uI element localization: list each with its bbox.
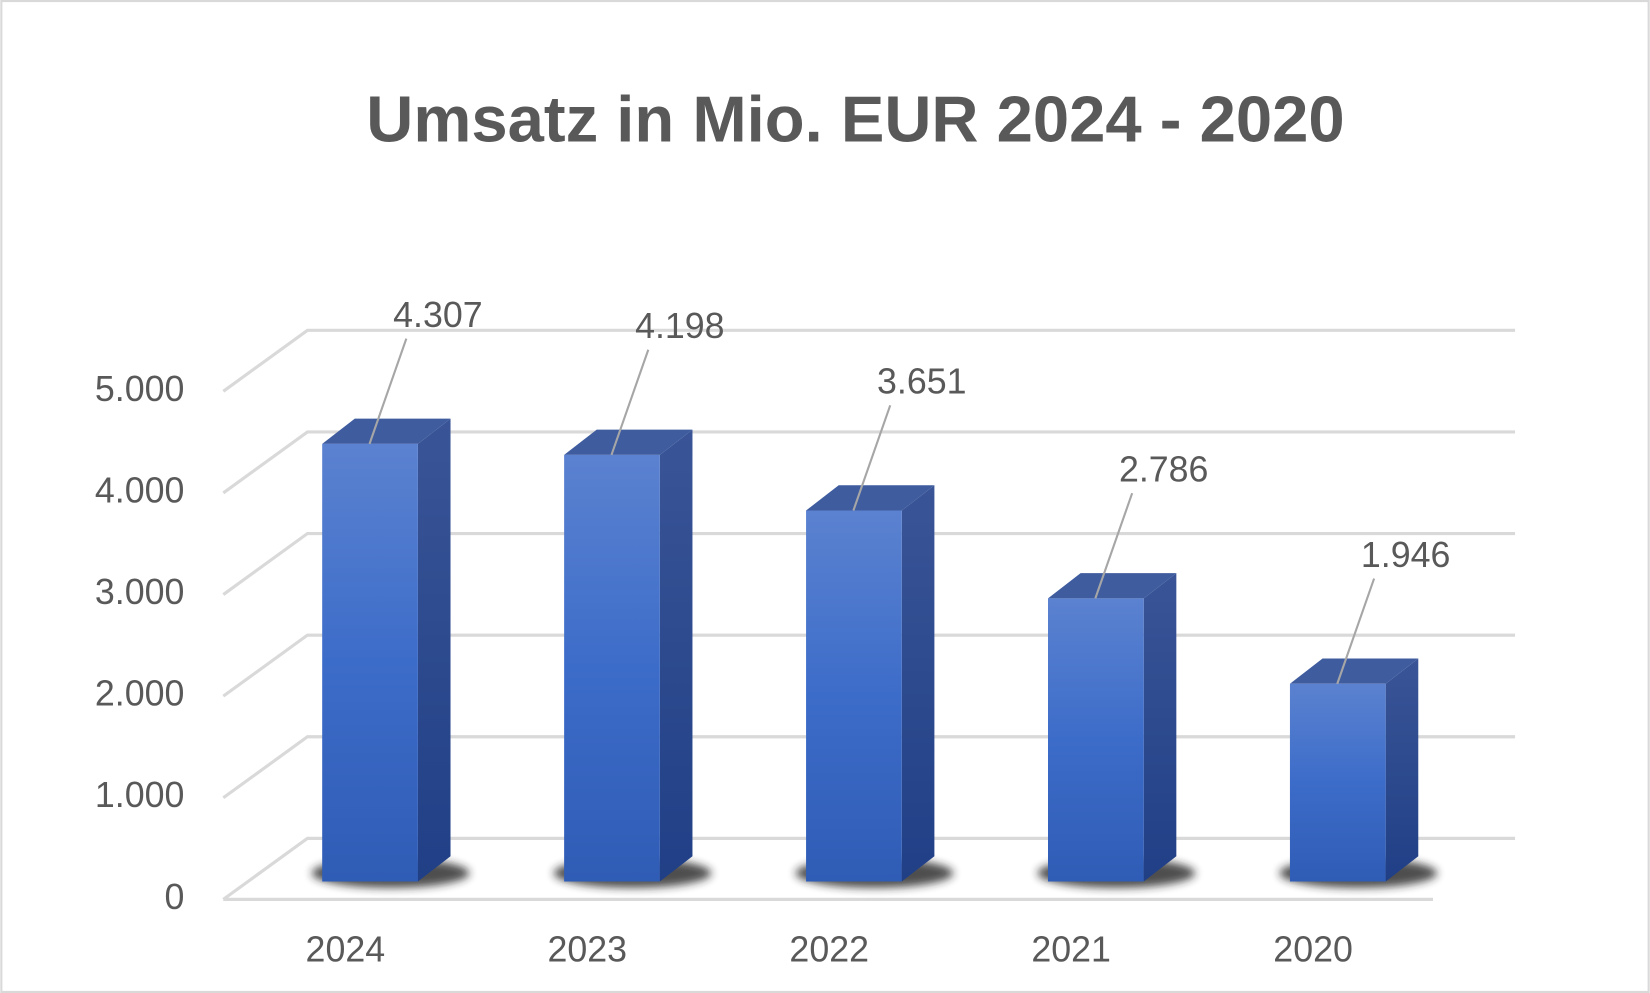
bar-top xyxy=(322,418,451,444)
grid-line xyxy=(222,328,1516,393)
leader-line xyxy=(610,349,650,456)
x-tick-label: 2024 xyxy=(306,929,386,969)
y-tick-label: 2.000 xyxy=(95,674,184,714)
leader-line xyxy=(368,338,408,445)
bar xyxy=(322,443,418,882)
bars: 2024 4.307 2023 4.198 2022 3.651 2021 2.786 2020… xyxy=(306,295,1451,969)
y-tick-label: 5.000 xyxy=(95,369,184,409)
bar-side xyxy=(1143,573,1177,882)
data-label: 4.198 xyxy=(635,306,724,346)
y-tick-label: 4.000 xyxy=(95,470,184,510)
leader-line xyxy=(1336,578,1376,685)
bar-side xyxy=(901,485,935,882)
x-tick-label: 2023 xyxy=(548,929,628,969)
bar-side xyxy=(659,429,693,882)
chart-title: Umsatz in Mio. EUR 2024 - 2020 xyxy=(366,82,1344,155)
bar-top xyxy=(564,429,693,455)
bar xyxy=(806,510,902,882)
x-tick-label: 2020 xyxy=(1273,929,1353,969)
bar xyxy=(564,454,660,882)
data-label: 4.307 xyxy=(393,295,482,335)
y-tick-label: 3.000 xyxy=(95,572,184,612)
bar xyxy=(1048,598,1144,882)
data-label: 2.786 xyxy=(1119,450,1208,490)
data-label: 1.946 xyxy=(1361,535,1450,575)
leader-line xyxy=(1094,492,1134,599)
bar-side xyxy=(1385,658,1419,882)
bar-top xyxy=(1048,573,1177,599)
grid-line xyxy=(222,531,1516,596)
bar-top xyxy=(806,485,935,511)
x-tick-label: 2021 xyxy=(1031,929,1111,969)
bar xyxy=(1289,683,1386,882)
bar-top xyxy=(1289,658,1419,684)
grid-line xyxy=(222,430,1516,495)
leader-line xyxy=(852,404,892,511)
x-tick-label: 2022 xyxy=(789,929,869,969)
y-tick-label: 0 xyxy=(164,877,184,917)
grid: 0 1.000 2.000 3.000 4.000 5.000 xyxy=(95,328,1516,917)
data-label: 3.651 xyxy=(877,362,966,402)
bar-side xyxy=(417,418,451,882)
y-tick-label: 1.000 xyxy=(95,775,184,815)
